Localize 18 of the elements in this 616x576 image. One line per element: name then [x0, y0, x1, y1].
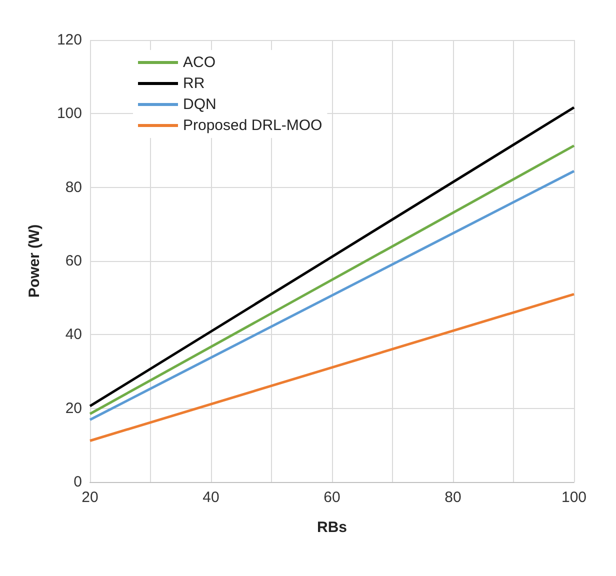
- y-tick-label: 0: [74, 474, 82, 490]
- legend-label: ACO: [183, 54, 216, 71]
- y-tick-label: 120: [56, 32, 82, 48]
- y-tick-label: 40: [65, 326, 82, 344]
- legend-label: Proposed DRL-MOO: [183, 117, 322, 134]
- legend-label: RR: [183, 75, 205, 92]
- y-axis-title: Power (W): [26, 224, 43, 298]
- x-tick-label: 80: [444, 489, 462, 506]
- x-tick-label: 20: [82, 489, 98, 506]
- x-tick-label: 60: [324, 489, 340, 506]
- y-tick-label: 60: [65, 252, 82, 270]
- legend-label: DQN: [183, 96, 216, 113]
- x-tick-label: 40: [202, 489, 220, 506]
- y-tick-label: 80: [65, 178, 82, 196]
- y-tick-label: 20: [65, 400, 82, 417]
- y-tick-label: 100: [56, 105, 82, 122]
- x-axis-title: RBs: [316, 519, 348, 536]
- x-tick-label: 100: [561, 489, 587, 506]
